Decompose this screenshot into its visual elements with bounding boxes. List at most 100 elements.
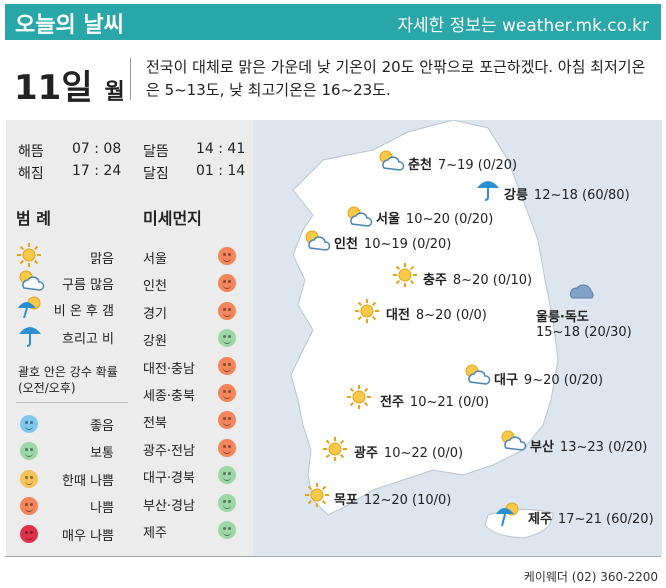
dust-face-sometimes-bad-icon <box>20 470 38 488</box>
page-title: 오늘의 날씨 <box>15 13 124 38</box>
dust-region-name: 제주 <box>143 526 167 541</box>
cloudy-icon <box>302 228 332 256</box>
dust-face-very-bad-icon <box>20 525 38 543</box>
city-temp-precip: 9~20 (0/20) <box>523 373 604 388</box>
city-name: 대전 <box>386 308 410 323</box>
dust-level-face-icon <box>218 493 236 512</box>
date-day: 11일 <box>14 68 93 108</box>
dust-level-normal: 보통 <box>90 446 114 461</box>
header-bar: 오늘의 날씨 자세한 정보는 weather.mk.co.kr <box>5 4 661 40</box>
dust-region-name: 전북 <box>143 416 167 432</box>
dust-level-face-icon <box>218 329 236 348</box>
dust-level-face-icon <box>218 356 236 375</box>
dust-level-face-icon <box>218 438 236 457</box>
moonset-time: 01 : 14 <box>196 163 246 179</box>
city-forecast: 대전 8~20 (0/0) <box>386 304 487 323</box>
city-name: 목포 <box>334 493 358 508</box>
dust-region-name: 경기 <box>143 306 167 322</box>
city-temp-precip: 10~21 (0/0) <box>409 395 490 410</box>
dust-region-name: 세종·충북 <box>143 389 195 404</box>
legend-label-clear: 맑음 <box>90 252 114 267</box>
city-temp-precip: 8~20 (0/0) <box>415 308 487 323</box>
cloudy-icon <box>462 362 492 390</box>
city-name: 충주 <box>423 273 447 288</box>
city-name: 제주 <box>528 512 552 527</box>
umbrella-cloud-icon <box>474 176 504 206</box>
legend-label-cloudy: 구름 많음 <box>62 278 114 293</box>
cloudy-icon <box>344 204 374 232</box>
dust-level-face-icon <box>218 466 236 485</box>
city-forecast: 서울 10~20 (0/20) <box>376 208 493 227</box>
city-forecast: 전주 10~21 (0/0) <box>380 391 489 410</box>
city-forecast: 광주 10~22 (0/0) <box>354 442 463 461</box>
dust-region-name: 광주·전남 <box>143 443 195 459</box>
dust-level-face-icon <box>218 274 236 293</box>
dust-level-good: 좋음 <box>90 419 114 434</box>
dust-level-face-icon <box>218 521 236 539</box>
sunset-label: 해짐 <box>18 166 44 182</box>
info-link[interactable]: 자세한 정보는 weather.mk.co.kr <box>397 16 649 36</box>
dust-level-face-icon <box>218 301 236 320</box>
city-forecast: 부산 13~23 (0/20) <box>530 436 647 455</box>
sun-icon <box>322 436 348 466</box>
sunrise-time: 07 : 08 <box>72 141 122 157</box>
city-forecast: 강릉 12~18 (60/80) <box>504 184 630 203</box>
city-forecast: 대구 9~20 (0/20) <box>494 369 603 388</box>
sun-icon <box>346 384 372 414</box>
rain-then-clear-icon <box>494 500 524 534</box>
dust-level-face-icon <box>218 247 236 265</box>
city-forecast: 충주 8~20 (0/10) <box>423 269 532 288</box>
dust-region-name: 부산·경남 <box>143 498 195 514</box>
city-temp-precip: 7~19 (0/20) <box>437 158 518 173</box>
sunset-time: 17 : 24 <box>72 163 122 179</box>
dust-level-bad: 나쁨 <box>90 501 114 516</box>
dust-face-normal-icon <box>20 442 38 460</box>
city-forecast: 울릉·독도 15~18 (20/30) <box>536 306 632 340</box>
sun-icon <box>392 262 418 292</box>
city-temp-precip: 8~20 (0/10) <box>452 273 533 288</box>
umbrella-cloud-icon <box>19 327 41 347</box>
dust-face-bad-icon <box>20 497 38 515</box>
cloudy-icon <box>19 270 45 291</box>
city-forecast: 인천 10~19 (0/20) <box>334 233 451 252</box>
legend-title: 범 례 <box>16 209 52 228</box>
dust-level-face-icon <box>218 411 236 430</box>
city-temp-precip: 10~22 (0/0) <box>383 446 464 461</box>
city-name: 인천 <box>334 237 358 252</box>
city-temp-precip: 12~18 (60/80) <box>533 188 630 203</box>
city-forecast: 목포 12~20 (10/0) <box>334 489 451 508</box>
legend-divider <box>16 402 128 403</box>
city-name: 광주 <box>354 446 378 461</box>
city-name: 전주 <box>380 395 404 410</box>
date-divider <box>130 58 131 100</box>
city-name: 울릉·독도 <box>536 310 589 325</box>
dust-level-face-icon <box>218 384 236 402</box>
dust-title: 미세먼지 <box>143 209 202 228</box>
city-name: 강릉 <box>504 188 528 203</box>
city-name: 춘천 <box>408 158 432 173</box>
city-forecast: 춘천 7~19 (0/20) <box>408 154 517 173</box>
city-forecast: 제주 17~21 (60/20) <box>528 508 654 527</box>
sun-icon <box>354 298 380 328</box>
moonrise-time: 14 : 41 <box>196 141 246 157</box>
dust-level-very-bad: 매우 나쁨 <box>62 529 114 544</box>
dust-region-name: 인천 <box>143 279 167 295</box>
legend-label-cloudy-rain: 흐리고 비 <box>62 332 114 347</box>
dust-face-good-icon <box>20 415 38 433</box>
city-name: 부산 <box>530 440 554 455</box>
sun-icon <box>304 482 330 512</box>
city-temp-precip: 12~20 (10/0) <box>363 493 452 508</box>
city-temp-precip: 10~20 (0/20) <box>405 212 494 227</box>
city-name: 대구 <box>494 373 518 388</box>
city-temp-precip: 17~21 (60/20) <box>557 512 654 527</box>
moonset-label: 달짐 <box>143 166 169 182</box>
date-weekday: 월 <box>104 80 125 105</box>
dust-region-name: 대구·경북 <box>143 471 195 487</box>
bottom-divider <box>5 556 661 557</box>
precip-note: 괄호 안은 강수 확률 (오전/오후) <box>18 365 118 395</box>
cloudy-icon <box>498 428 528 456</box>
city-name: 서울 <box>376 212 400 227</box>
date-display: 11일 월 <box>14 60 125 109</box>
city-temp-precip: 10~19 (0/20) <box>363 237 452 252</box>
cloud-icon <box>566 278 598 306</box>
